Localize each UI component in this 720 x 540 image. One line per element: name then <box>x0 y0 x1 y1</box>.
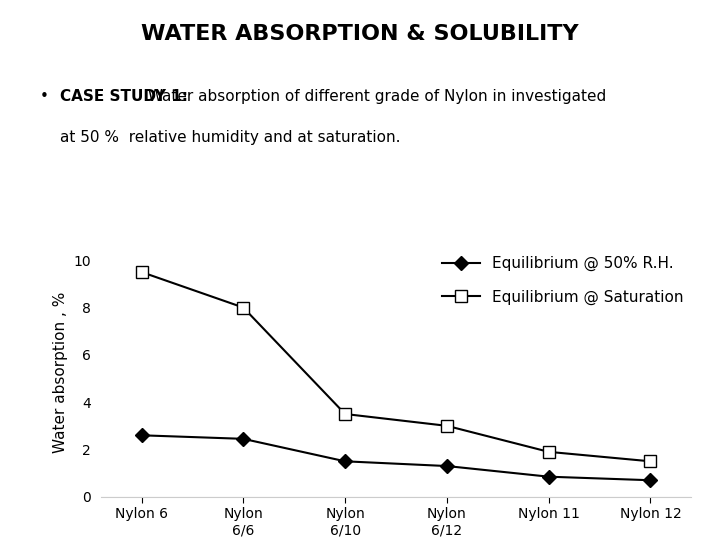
Line: Equilibrium @ 50% R.H.: Equilibrium @ 50% R.H. <box>137 430 655 485</box>
Equilibrium @ Saturation <box>443 423 451 429</box>
Text: at 50 %  relative humidity and at saturation.: at 50 % relative humidity and at saturat… <box>60 130 400 145</box>
Equilibrium @ Saturation <box>544 449 553 455</box>
Y-axis label: Water absorption , %: Water absorption , % <box>53 292 68 453</box>
Equilibrium @ 50% R.H. <box>138 432 146 438</box>
Text: WATER ABSORPTION & SOLUBILITY: WATER ABSORPTION & SOLUBILITY <box>141 24 579 44</box>
Equilibrium @ 50% R.H. <box>239 436 248 442</box>
Equilibrium @ Saturation <box>341 411 349 417</box>
Text: •: • <box>40 89 48 104</box>
Equilibrium @ 50% R.H. <box>646 477 654 483</box>
Text: Water absorption of different grade of Nylon in investigated: Water absorption of different grade of N… <box>143 89 606 104</box>
Text: CASE STUDY 1:: CASE STUDY 1: <box>60 89 188 104</box>
Legend: Equilibrium @ 50% R.H., Equilibrium @ Saturation: Equilibrium @ 50% R.H., Equilibrium @ Sa… <box>441 256 683 305</box>
Equilibrium @ 50% R.H. <box>544 474 553 480</box>
Equilibrium @ Saturation <box>239 305 248 311</box>
Equilibrium @ Saturation <box>646 458 654 464</box>
Equilibrium @ Saturation <box>138 269 146 275</box>
Line: Equilibrium @ Saturation: Equilibrium @ Saturation <box>136 267 656 467</box>
Equilibrium @ 50% R.H. <box>443 463 451 469</box>
Equilibrium @ 50% R.H. <box>341 458 349 464</box>
